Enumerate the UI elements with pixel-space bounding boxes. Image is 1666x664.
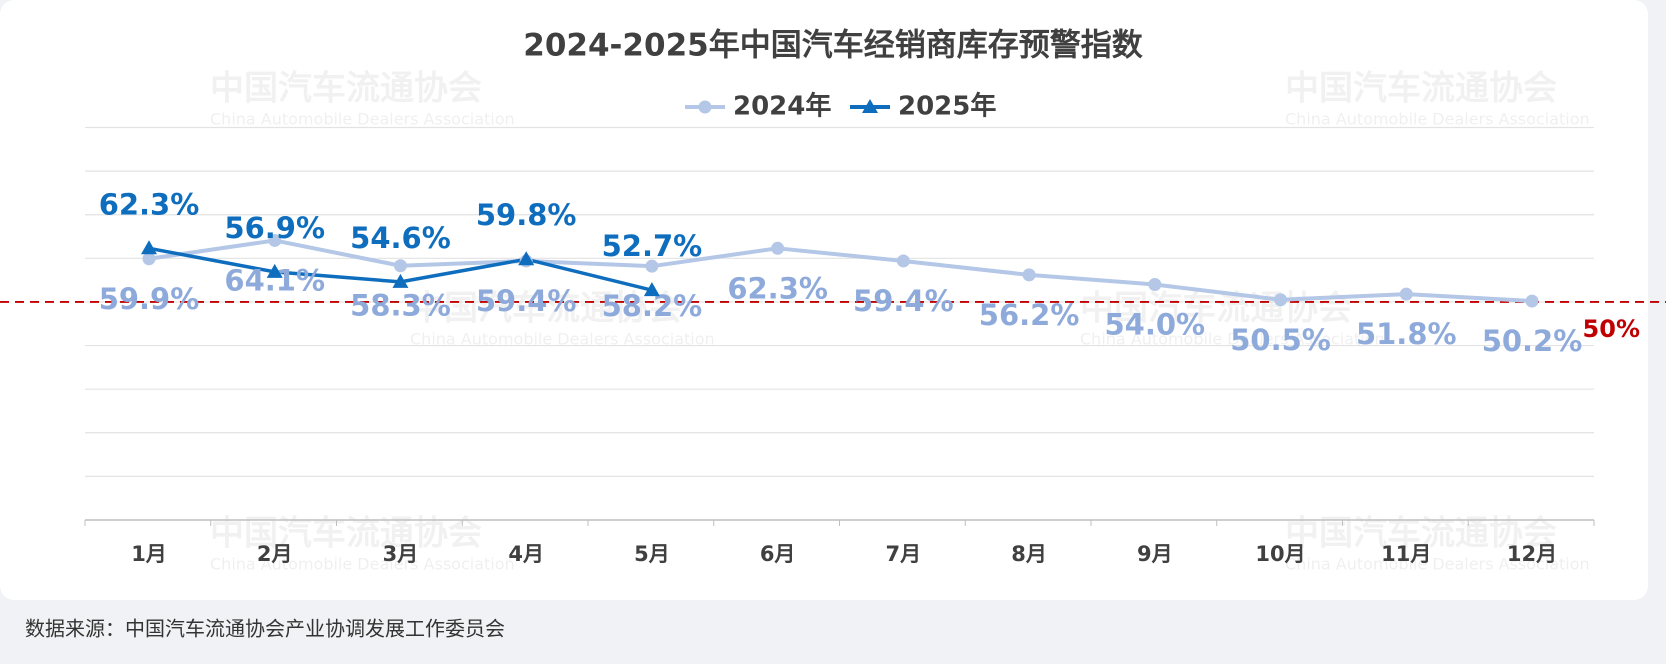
watermark: 中国汽车流通协会 bbox=[410, 289, 682, 329]
legend-marker bbox=[862, 99, 878, 113]
x-tick-label: 7月 bbox=[886, 542, 922, 566]
x-tick-label: 2月 bbox=[257, 542, 293, 566]
source: 数据来源：中国汽车流通协会产业协调发展工作委员会 bbox=[25, 617, 505, 641]
point bbox=[1022, 268, 1036, 282]
legend-label: 2025年 bbox=[898, 91, 996, 122]
point bbox=[266, 263, 283, 278]
series-line bbox=[148, 238, 1533, 304]
data-label: 50.2% bbox=[1482, 324, 1583, 358]
watermark: China Automobile Dealers Association bbox=[1285, 555, 1590, 574]
x-tick-label: 12月 bbox=[1507, 542, 1557, 566]
x-tick-label: 9月 bbox=[1137, 542, 1173, 566]
data-label: 62.3% bbox=[727, 271, 828, 305]
x-tick-label: 5月 bbox=[634, 542, 670, 566]
point bbox=[1148, 278, 1162, 291]
watermark: China Automobile Dealers Association bbox=[410, 330, 715, 349]
data-label: 51.8% bbox=[1356, 317, 1457, 351]
data-label: 52.7% bbox=[602, 229, 703, 263]
point bbox=[643, 282, 660, 297]
point bbox=[1525, 294, 1539, 308]
x-tick-label: 11月 bbox=[1381, 542, 1431, 566]
data-label: 59.8% bbox=[476, 198, 577, 232]
watermark: China Automobile Dealers Association bbox=[1285, 110, 1590, 129]
x-tick-label: 1月 bbox=[131, 542, 167, 566]
card bbox=[0, 0, 1648, 600]
point bbox=[771, 241, 785, 255]
data-label: 59.4% bbox=[476, 284, 577, 318]
x-tick-label: 6月 bbox=[760, 542, 796, 566]
data-label: 59.9% bbox=[99, 282, 200, 316]
x-tick-label: 10月 bbox=[1255, 542, 1305, 566]
watermark: China Automobile Dealers Association bbox=[210, 555, 515, 574]
data-label: 50.5% bbox=[1230, 323, 1331, 357]
legend-marker bbox=[698, 100, 712, 114]
point bbox=[268, 233, 282, 247]
point bbox=[896, 254, 910, 268]
data-label: 56.9% bbox=[224, 211, 325, 245]
point bbox=[1399, 287, 1413, 301]
x-tick-label: 4月 bbox=[508, 542, 544, 566]
data-label: 59.4% bbox=[853, 284, 954, 318]
reference-line-label: 50% bbox=[1583, 315, 1640, 343]
data-label: 58.3% bbox=[350, 289, 451, 323]
point bbox=[392, 273, 409, 288]
data-label: 54.6% bbox=[350, 221, 451, 255]
watermark: 中国汽车流通协会 bbox=[1285, 69, 1557, 109]
point bbox=[141, 240, 157, 255]
point bbox=[1274, 293, 1288, 307]
legend-label: 2024年 bbox=[733, 91, 831, 122]
data-label: 62.3% bbox=[99, 187, 200, 221]
watermark: China Automobile Dealers Association bbox=[210, 110, 515, 129]
watermark: 中国汽车流通协会 bbox=[210, 69, 482, 109]
point bbox=[393, 259, 407, 273]
chart-title: 2024-2025年中国汽车经销商库存预警指数 bbox=[523, 28, 1142, 64]
data-label: 56.2% bbox=[979, 298, 1080, 332]
watermark: China Automobile Dealers Association bbox=[1080, 330, 1385, 349]
point bbox=[142, 252, 156, 266]
data-label: 54.0% bbox=[1105, 308, 1206, 342]
x-tick-label: 3月 bbox=[383, 542, 419, 566]
watermark: 中国汽车流通协会 bbox=[1080, 289, 1352, 329]
x-tick-label: 8月 bbox=[1011, 542, 1047, 566]
point bbox=[518, 251, 535, 266]
point bbox=[645, 259, 659, 273]
